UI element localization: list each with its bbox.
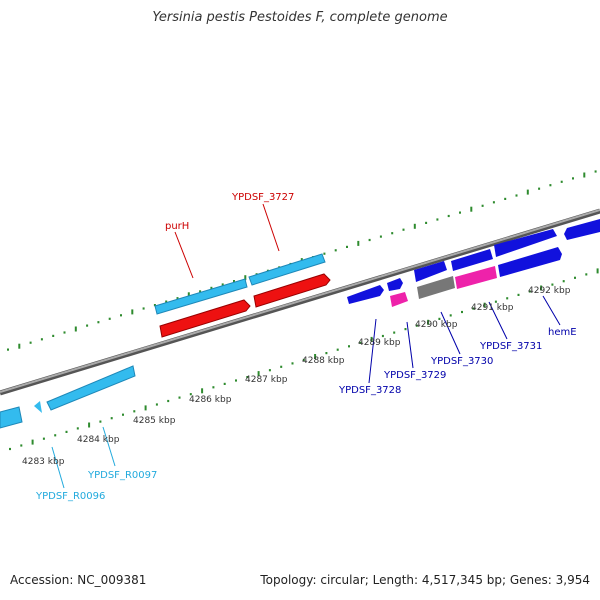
kbp-4289: 4289 kbp: [358, 338, 401, 348]
gene-YPDSF_3729-feature: [390, 292, 408, 307]
genome-summary-text: Topology: circular; Length: 4,517,345 bp…: [260, 573, 590, 587]
gene-YPDSF_3730-feature: [414, 261, 447, 282]
gene-YPDSF_R0096-feature: [34, 401, 42, 413]
gene-features: [0, 219, 600, 429]
gene-purH-feature: [154, 278, 248, 315]
gene-label-YPDSF_3728: YPDSF_3728: [338, 385, 401, 396]
kbp-4283: 4283 kbp: [22, 457, 65, 467]
gene-label-YPDSF_3729: YPDSF_3729: [383, 370, 446, 381]
gene-label-purH: purH: [165, 221, 189, 232]
gene-pink-feature: [455, 266, 497, 289]
gene-YPDSF_3731-feature: [451, 249, 493, 271]
kbp-4292: 4292 kbp: [528, 286, 571, 296]
kbp-4287: 4287 kbp: [245, 375, 288, 385]
gene-label-YPDSF_3727: YPDSF_3727: [231, 192, 294, 203]
gene-YPDSF_3727-feature: [248, 253, 326, 286]
gene-YPDSF_3730-gray-feature: [417, 276, 455, 299]
gene-YPDSF_R0097-feature: [46, 365, 136, 411]
gene-label-YPDSF_3731: YPDSF_3731: [479, 341, 542, 352]
gene-label-YPDSF_3730: YPDSF_3730: [430, 356, 493, 367]
kbp-4285: 4285 kbp: [133, 416, 176, 426]
kbp-4286: 4286 kbp: [189, 395, 232, 405]
gene-blue-long-feature: [494, 229, 557, 257]
kbp-4284: 4284 kbp: [77, 435, 120, 445]
kbp-4288: 4288 kbp: [302, 356, 345, 366]
tick-marks: [7, 170, 599, 451]
gene-left-edge-feature: [0, 406, 23, 429]
gene-purH-red-feature: [159, 299, 251, 338]
gene-label-hemE: hemE: [548, 327, 577, 338]
gene-YPDSF_3727-red-feature: [253, 273, 331, 308]
accession-text: Accession: NC_009381: [10, 573, 147, 587]
genome-backbone: [0, 208, 600, 396]
gene-label-YPDSF_R0097: YPDSF_R0097: [87, 470, 157, 481]
gene-label-YPDSF_R0096: YPDSF_R0096: [35, 491, 105, 502]
map-title: Yersinia pestis Pestoides F, complete ge…: [152, 10, 448, 25]
gene-small-blue-feature: [387, 278, 403, 291]
gene-YPDSF_3728-feature: [347, 285, 384, 304]
leader-lines: [51, 203, 561, 489]
scale-labels: 4283 kbp 4284 kbp 4285 kbp 4286 kbp 4287…: [22, 286, 571, 467]
gene-hemE-feature: [498, 247, 562, 277]
kbp-4290: 4290 kbp: [415, 320, 458, 330]
gene-blue-edge-feature: [564, 219, 600, 240]
kbp-4291: 4291 kbp: [471, 303, 514, 313]
gene-labels: purH YPDSF_3727 YPDSF_3728 YPDSF_3729 YP…: [35, 192, 577, 502]
